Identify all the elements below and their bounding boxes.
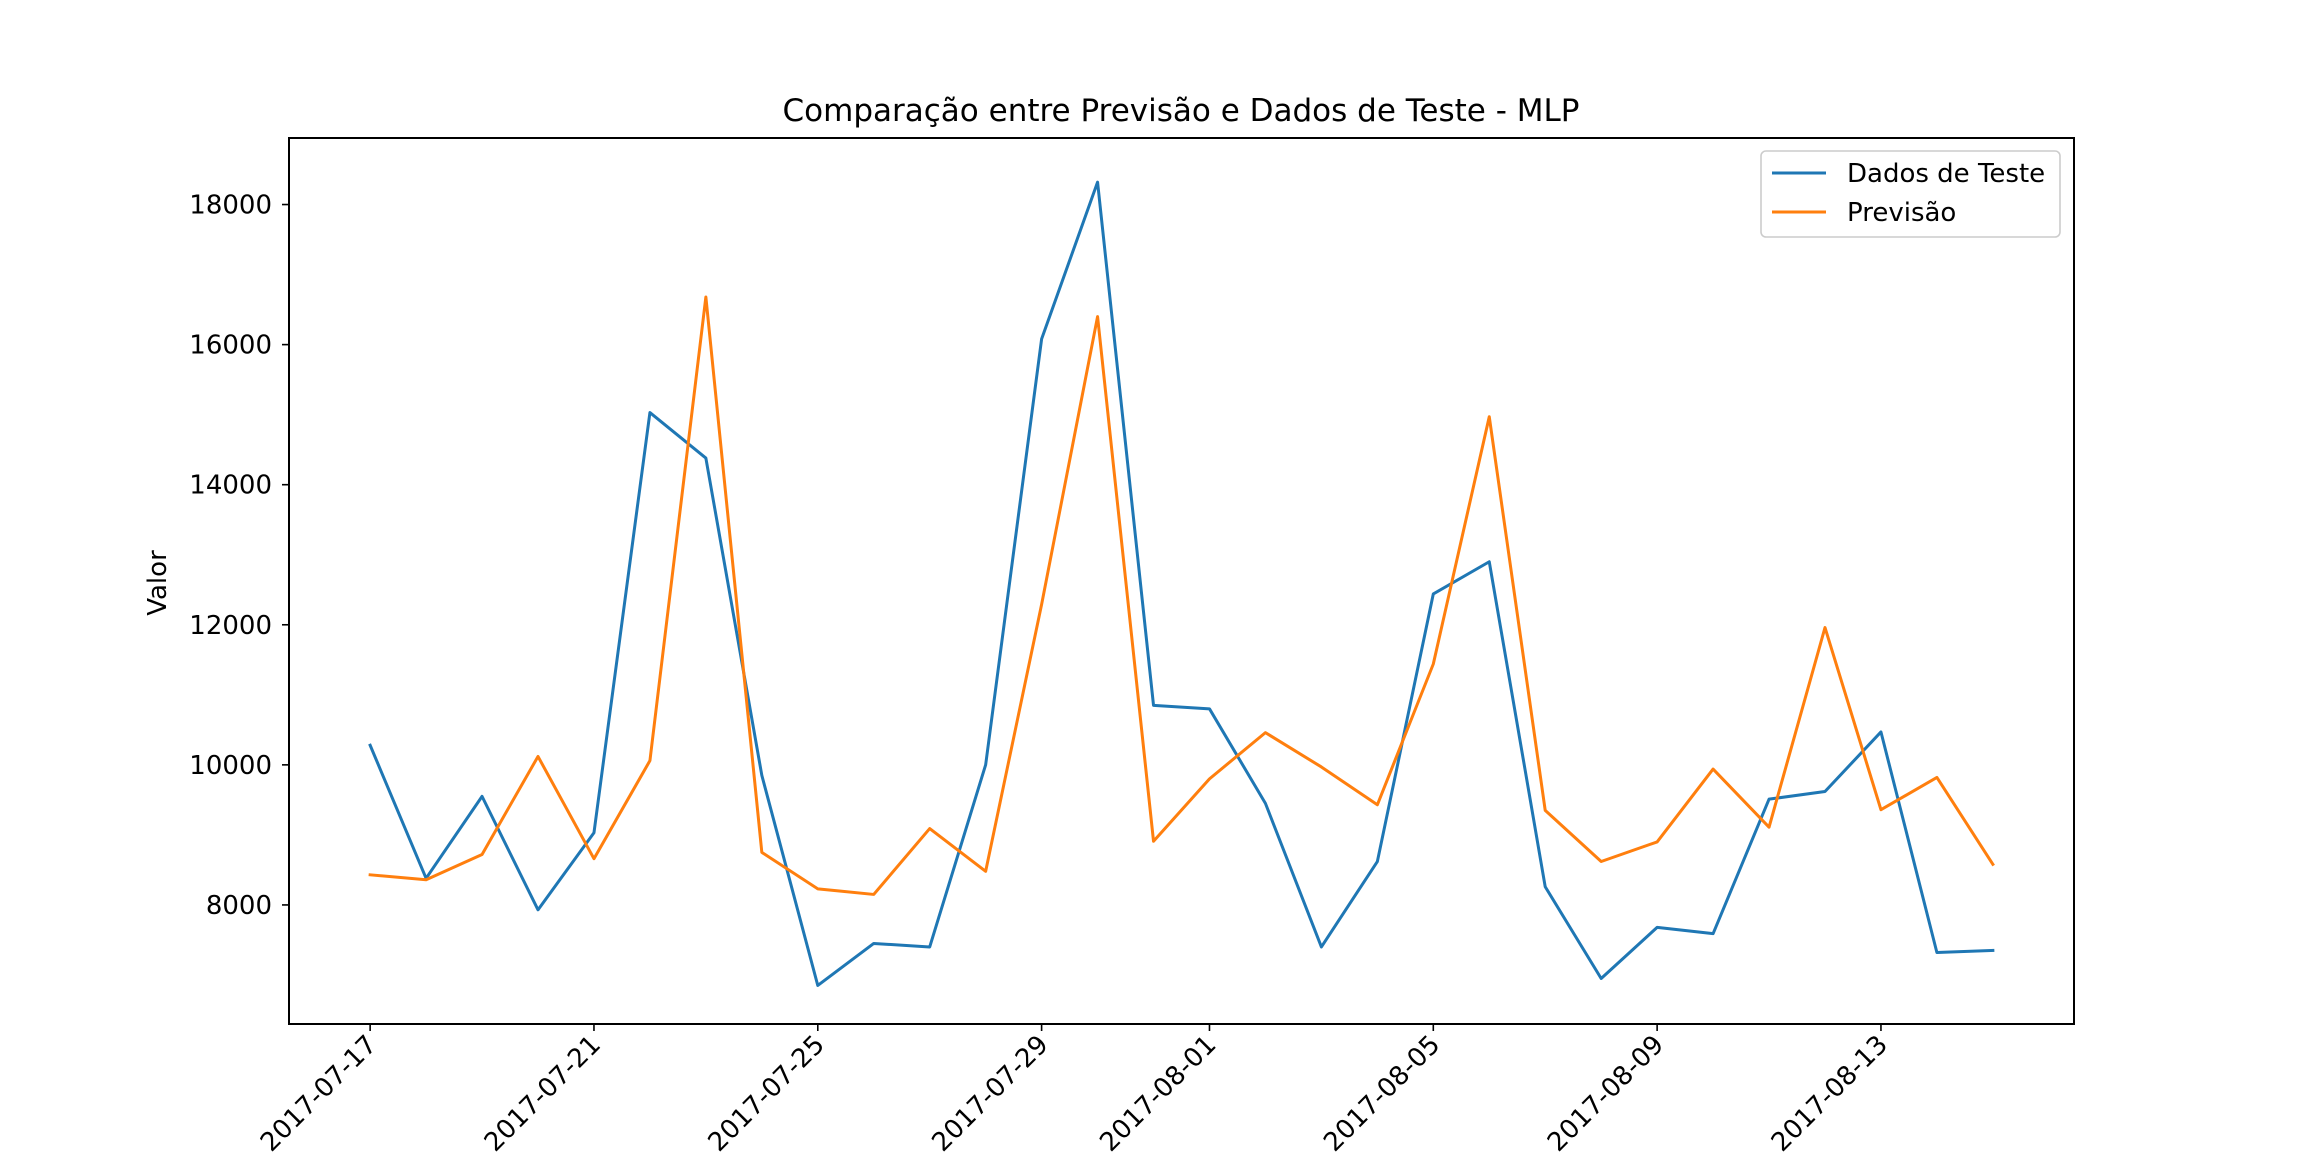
legend-item-1: Dados de Teste bbox=[1772, 159, 2045, 189]
y-tick-label: 14000 bbox=[189, 471, 272, 501]
series-line-2 bbox=[368, 295, 1995, 896]
series-1 bbox=[368, 180, 1995, 987]
y-axis-label: Valor bbox=[143, 550, 173, 616]
legend-item-2: Previsão bbox=[1772, 198, 1956, 228]
y-tick-label: 12000 bbox=[189, 611, 272, 641]
legend-label: Dados de Teste bbox=[1847, 159, 2045, 189]
legend: Dados de Teste Previsão bbox=[1760, 150, 2061, 238]
series-2 bbox=[368, 295, 1995, 896]
y-tick-label: 16000 bbox=[189, 331, 272, 361]
y-tick-label: 10000 bbox=[189, 751, 272, 781]
chart-title: Comparação entre Previsão e Dados de Tes… bbox=[783, 93, 1580, 129]
y-tick-label: 18000 bbox=[189, 191, 272, 221]
y-tick-label: 8000 bbox=[206, 891, 272, 921]
series-line-1 bbox=[368, 180, 1995, 987]
legend-label: Previsão bbox=[1847, 198, 1956, 228]
plot-frame bbox=[288, 137, 2075, 1025]
series-layer bbox=[368, 180, 1995, 987]
legend-box bbox=[1760, 150, 2061, 238]
